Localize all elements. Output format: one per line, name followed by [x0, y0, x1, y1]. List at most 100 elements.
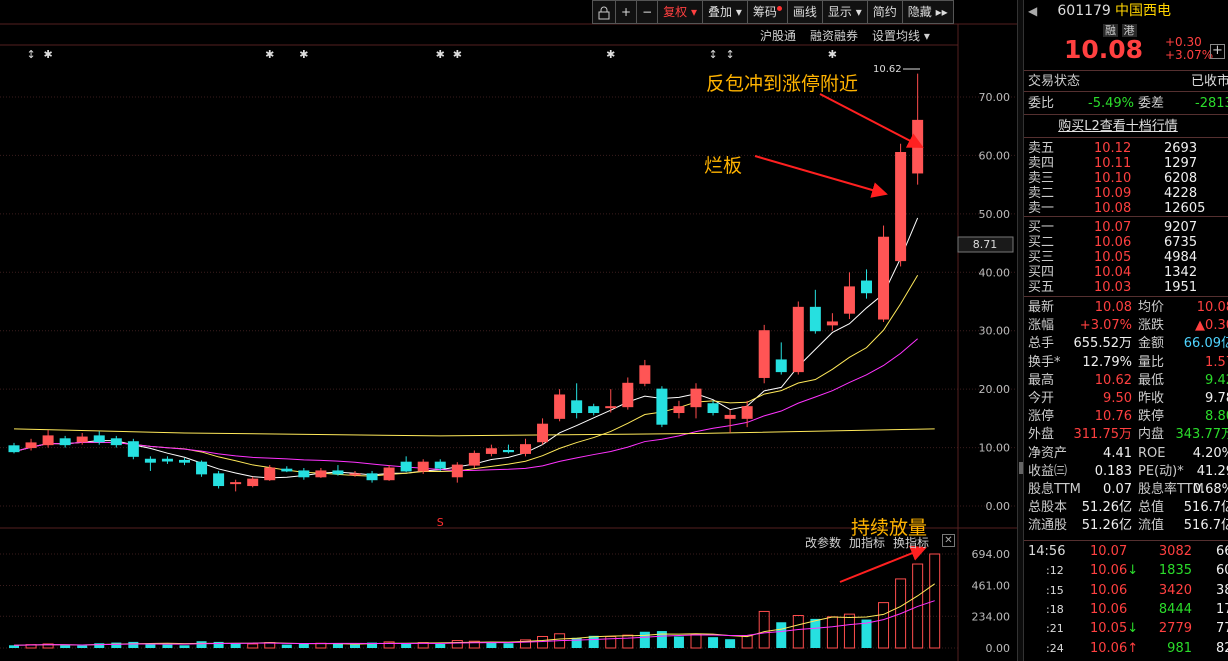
- simple-button[interactable]: 简约: [867, 0, 903, 24]
- stat-label: 流通股: [1028, 518, 1068, 534]
- candle-body: [690, 388, 702, 408]
- margin-trading-link[interactable]: 融资融券: [810, 29, 859, 43]
- change-percent: +3.07%: [1165, 48, 1214, 62]
- panel-divider[interactable]: [1017, 0, 1024, 661]
- volume-bar: [810, 618, 821, 648]
- volume-bar: [298, 643, 309, 648]
- event-marker-icon: ✱: [436, 48, 445, 61]
- tick-price: 10.05↓: [1090, 620, 1138, 637]
- candle-body: [332, 470, 344, 475]
- dividend-marker-icon: S: [437, 516, 444, 529]
- stat-label: 股息TTM: [1028, 482, 1081, 497]
- add-indicator-link[interactable]: 加指标: [849, 536, 886, 550]
- edit-params-link[interactable]: 改参数: [805, 536, 842, 550]
- bid-row[interactable]: 买五 10.03 1951: [1028, 279, 1228, 296]
- bid-row[interactable]: 买三 10.05 4984: [1028, 249, 1228, 266]
- ask-label: 卖二: [1028, 186, 1055, 201]
- l2-link-row: 购买L2查看十档行情: [1028, 118, 1228, 135]
- prev-stock-icon[interactable]: ◀: [1028, 4, 1038, 18]
- zoom-in-button[interactable]: +: [616, 0, 638, 24]
- volume-bar: [741, 635, 753, 649]
- tick-time: :15: [1046, 583, 1064, 597]
- lock-button[interactable]: [592, 0, 616, 24]
- volume-bar: [826, 616, 838, 649]
- drawline-button[interactable]: 画线: [787, 0, 823, 24]
- price-tick-label: 10.00: [979, 442, 1011, 455]
- tick-volume: 3420: [1158, 582, 1192, 598]
- ask-row[interactable]: 卖三 10.10 6208: [1028, 170, 1228, 187]
- event-marker-icon: ✱: [606, 48, 615, 61]
- divider-grip[interactable]: [1019, 462, 1023, 474]
- stat-label: 跌停: [1138, 409, 1165, 425]
- stat-value: 311.75万: [1073, 427, 1133, 443]
- candle-body: [554, 394, 566, 419]
- volume-tick-label: 0.00: [986, 642, 1011, 655]
- stat-label: 涨幅: [1028, 318, 1055, 334]
- candle-body: [110, 438, 122, 446]
- overlay-button[interactable]: 叠加 ▾: [703, 0, 748, 24]
- tick-volume: 981: [1167, 640, 1192, 656]
- hk-connect-link[interactable]: 沪股通: [760, 29, 797, 43]
- caret-down-icon: ▾: [923, 29, 930, 43]
- tick-count: 77: [1216, 621, 1228, 637]
- close-indicator-button[interactable]: ✕: [942, 534, 955, 547]
- volume-bar: [451, 640, 463, 649]
- current-price-tag-box: [957, 236, 1014, 253]
- candlestick-series: [8, 73, 924, 492]
- chips-label: 筹码: [752, 5, 777, 19]
- stat-label: 昨收: [1138, 391, 1165, 406]
- volume-bar: [571, 637, 582, 648]
- chips-button[interactable]: 筹码: [747, 0, 788, 24]
- notification-dot: [776, 6, 782, 11]
- bid-row[interactable]: 买一 10.07 9207: [1028, 219, 1228, 236]
- stat-value: 9.78: [1205, 391, 1228, 406]
- bid-label: 买四: [1028, 265, 1055, 280]
- bid-row[interactable]: 买二 10.06 6735: [1028, 234, 1228, 251]
- stat-row: 涨停 10.76 跌停 8.80: [1028, 408, 1228, 425]
- bid-volume: 9207: [1164, 220, 1198, 235]
- bid-row[interactable]: 买四 10.04 1342: [1028, 264, 1228, 281]
- ask-row[interactable]: 卖一 10.08 12605: [1028, 200, 1228, 217]
- price-tick-label: 70.00: [979, 91, 1011, 104]
- ask-row[interactable]: 卖四 10.11 1297: [1028, 155, 1228, 172]
- tick-direction-icon: ↑: [1127, 640, 1139, 656]
- volume-bar: [350, 644, 360, 648]
- stat-row: 今开 9.50 昨收 9.78: [1028, 390, 1228, 407]
- candle-body: [707, 403, 719, 414]
- tick-time: :12: [1046, 564, 1064, 578]
- volume-bar: [622, 634, 634, 649]
- display-button[interactable]: 显示 ▾: [822, 0, 868, 24]
- volume-bar: [367, 642, 378, 648]
- bid-volume: 6735: [1164, 235, 1198, 250]
- tick-count: 60: [1216, 563, 1228, 579]
- candle-body: [298, 470, 310, 478]
- ma-settings-link[interactable]: 设置均线 ▾: [872, 27, 930, 44]
- ask-row[interactable]: 卖五 10.12 2693: [1028, 140, 1228, 157]
- zoom-out-button[interactable]: −: [637, 0, 659, 24]
- chart-toolbar: + − 复权 ▾ 叠加 ▾ 筹码 画线 显示 ▾ 简约 隐藏 ▸▸: [592, 0, 954, 24]
- ma5-line: [13, 217, 919, 479]
- candle-body: [144, 458, 156, 463]
- kline-chart-svg[interactable]: 70.0060.0050.0040.0030.0020.0010.000.00 …: [0, 0, 1017, 661]
- adjust-button[interactable]: 复权 ▾: [658, 0, 703, 24]
- hide-button[interactable]: 隐藏 ▸▸: [902, 0, 954, 24]
- buy-l2-link[interactable]: 购买L2查看十档行情: [1058, 119, 1178, 134]
- tick-time: :24: [1046, 641, 1064, 655]
- add-watchlist-button[interactable]: +: [1210, 44, 1225, 59]
- volume-bar: [792, 614, 804, 649]
- kline-chart-area[interactable]: 70.00 60.00 50.00 40.00 30.00 20.00 10.00 0.00 …: [0, 0, 1017, 661]
- annotation-limit-up: 反包冲到涨停附近: [706, 73, 859, 95]
- ask-volume: 2693: [1164, 141, 1198, 156]
- stat-row: 流通股 51.26亿 流值 516.7亿: [1028, 517, 1228, 534]
- volume-bar: [639, 631, 650, 648]
- candle-body: [400, 461, 412, 472]
- volume-bar: [588, 635, 599, 648]
- switch-indicator-link[interactable]: 换指标: [893, 536, 930, 550]
- tick-direction-icon: ↓: [1127, 621, 1139, 637]
- weicha-label: 委差: [1138, 96, 1165, 111]
- ask-label: 卖五: [1028, 141, 1055, 156]
- weicha-value: -2813: [1195, 96, 1228, 111]
- ask-row[interactable]: 卖二 10.09 4228: [1028, 185, 1228, 202]
- candle-body: [196, 461, 208, 475]
- volume-ma5-line: [13, 583, 935, 646]
